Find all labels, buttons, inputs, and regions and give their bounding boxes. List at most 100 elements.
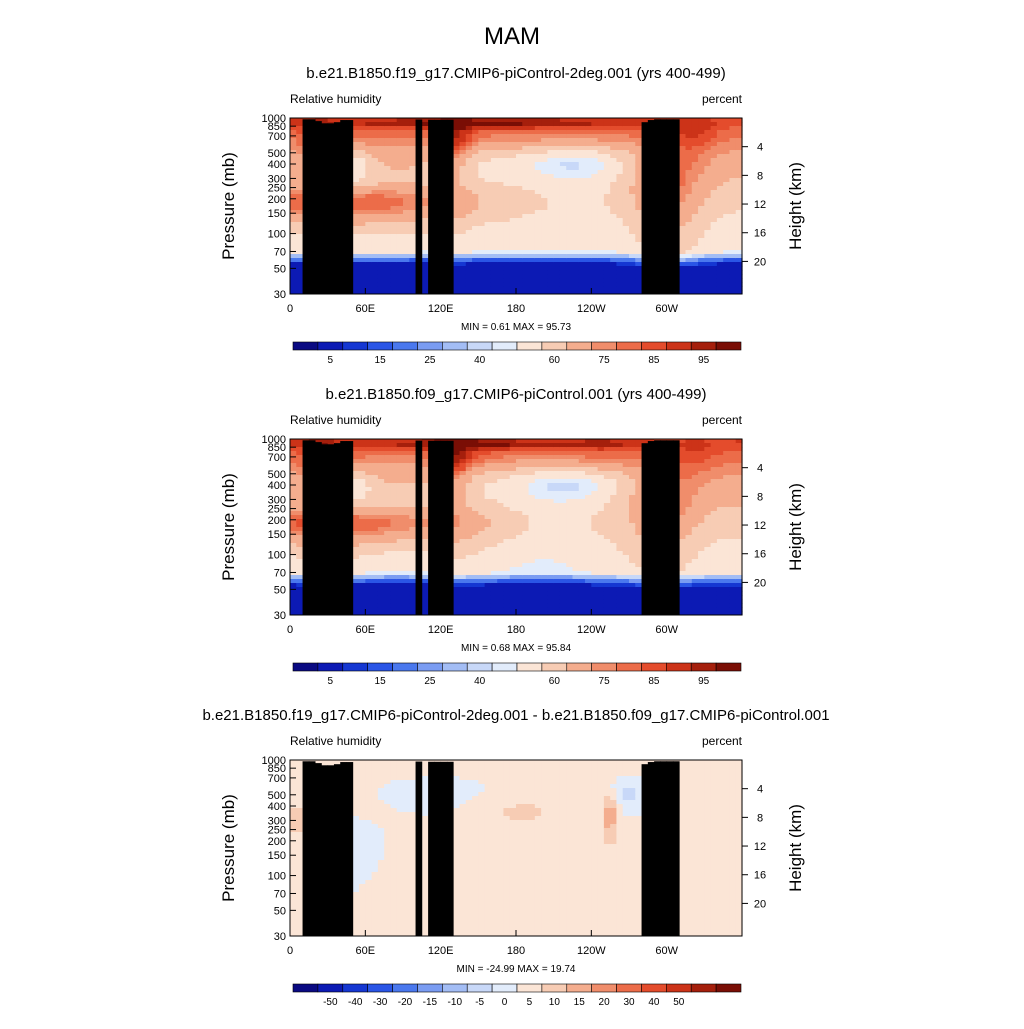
colorbar-box	[716, 342, 741, 350]
field-cell	[321, 439, 328, 443]
field-cell	[365, 254, 372, 258]
field-cell	[510, 214, 517, 218]
field-cell	[497, 467, 504, 471]
field-cell	[679, 226, 686, 230]
field-cell	[390, 575, 397, 579]
field-cell	[522, 278, 529, 282]
field-cell	[466, 515, 473, 519]
field-cell	[409, 463, 416, 467]
field-cell	[503, 463, 510, 467]
field-cell	[365, 234, 372, 238]
field-cell	[698, 158, 705, 162]
field-cell	[290, 126, 297, 130]
field-cell	[510, 571, 517, 575]
field-cell	[472, 158, 479, 162]
field-cell	[591, 194, 598, 198]
x-tick-label: 120W	[577, 303, 606, 315]
field-cell	[365, 579, 372, 583]
field-cell	[616, 226, 623, 230]
field-cell	[290, 194, 297, 198]
panel-title: b.e21.B1850.f09_g17.CMIP6-piControl.001 …	[325, 386, 706, 403]
field-cell	[503, 507, 510, 511]
field-cell	[503, 603, 510, 607]
field-cell	[704, 190, 711, 194]
field-cell	[403, 142, 410, 146]
field-cell	[466, 571, 473, 575]
field-cell	[560, 142, 567, 146]
field-cell	[516, 579, 523, 583]
field-cell	[704, 146, 711, 150]
field-cell	[466, 535, 473, 539]
field-cell	[503, 567, 510, 571]
field-cell	[397, 254, 404, 258]
field-cell	[472, 138, 479, 142]
field-cell	[378, 134, 385, 138]
field-cell	[403, 579, 410, 583]
field-cell	[516, 511, 523, 515]
field-cell	[460, 242, 467, 246]
field-cell	[372, 595, 379, 599]
field-cell	[698, 134, 705, 138]
field-cell	[384, 487, 391, 491]
field-cell	[409, 491, 416, 495]
field-cell	[717, 154, 724, 158]
field-cell	[503, 511, 510, 515]
field-cell	[466, 459, 473, 463]
field-cell	[629, 134, 636, 138]
field-cell	[522, 571, 529, 575]
field-cell	[491, 206, 498, 210]
field-cell	[679, 130, 686, 134]
field-cell	[478, 475, 485, 479]
field-cell	[698, 278, 705, 282]
field-cell	[472, 234, 479, 238]
field-cell	[686, 214, 693, 218]
field-cell	[390, 543, 397, 547]
field-cell	[635, 158, 642, 162]
field-cell	[384, 483, 391, 487]
field-cell	[485, 206, 492, 210]
field-cell	[723, 146, 730, 150]
field-cell	[573, 118, 580, 122]
field-cell	[485, 158, 492, 162]
field-cell	[472, 262, 479, 266]
field-cell	[460, 519, 467, 523]
topography-bar	[428, 120, 435, 294]
field-cell	[529, 174, 536, 178]
field-cell	[629, 210, 636, 214]
field-cell	[686, 206, 693, 210]
field-cell	[573, 138, 580, 142]
field-cell	[372, 471, 379, 475]
field-cell	[478, 571, 485, 575]
field-cell	[585, 146, 592, 150]
field-cell	[422, 122, 429, 126]
field-cell	[510, 547, 517, 551]
height-tick-label: 20	[754, 256, 766, 268]
field-cell	[359, 535, 366, 539]
field-cell	[491, 599, 498, 603]
field-cell	[704, 182, 711, 186]
field-cell	[729, 130, 736, 134]
field-cell	[353, 170, 360, 174]
field-cell	[397, 214, 404, 218]
field-cell	[503, 170, 510, 174]
field-cell	[290, 471, 297, 475]
field-cell	[409, 222, 416, 226]
field-cell	[353, 134, 360, 138]
field-cell	[378, 531, 385, 535]
field-cell	[573, 262, 580, 266]
field-cell	[472, 495, 479, 499]
field-cell	[485, 539, 492, 543]
field-cell	[704, 130, 711, 134]
field-cell	[522, 467, 529, 471]
field-cell	[409, 174, 416, 178]
field-cell	[604, 186, 611, 190]
field-cell	[616, 238, 623, 242]
field-cell	[397, 447, 404, 451]
field-cell	[535, 274, 542, 278]
field-cell	[604, 174, 611, 178]
field-cell	[390, 234, 397, 238]
field-cell	[510, 266, 517, 270]
field-cell	[472, 246, 479, 250]
colorbar-box	[492, 342, 517, 350]
field-cell	[698, 126, 705, 130]
